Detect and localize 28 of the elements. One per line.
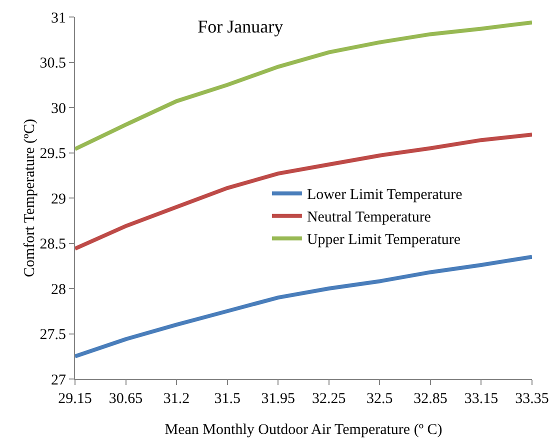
y-tick-label: 27.5 [40, 327, 66, 343]
x-tick-label: 32.85 [414, 391, 448, 407]
y-tick-label: 28 [51, 282, 66, 298]
x-tick-label: 32.5 [366, 391, 393, 407]
x-tick-label: 31.5 [214, 391, 240, 407]
y-tick-label: 30.5 [40, 56, 66, 72]
x-tick-label: 33.15 [464, 391, 498, 407]
line-series [75, 20, 532, 152]
y-tick-label: 28.5 [40, 236, 66, 252]
y-tick-label: 30 [51, 100, 66, 117]
x-tick-label: 32.25 [312, 391, 346, 407]
x-axis-title: Mean Monthly Outdoor Air Temperature (º C) [164, 422, 442, 438]
y-tick-label: 29 [51, 191, 66, 208]
y-axis-title: Comfort Temperature (ºC) [22, 118, 38, 278]
line-series [75, 254, 532, 358]
x-tick-label: 31.2 [163, 391, 190, 407]
x-tick-label: 30.65 [108, 391, 143, 407]
x-tick-label: 29.15 [58, 391, 92, 407]
x-tick-label: 33.35 [515, 391, 549, 407]
x-tick-label: 31.95 [261, 391, 295, 407]
y-tick-label: 31 [51, 10, 66, 26]
chart-title: For January [198, 16, 284, 36]
legend-label: Lower Limit Temperature [306, 187, 463, 204]
line-series [75, 132, 532, 251]
y-tick-label: 29.5 [40, 146, 66, 162]
y-tick-label: 27 [51, 372, 66, 388]
legend-label: Neutral Temperature [306, 210, 432, 226]
legend-label: Upper Limit Temperature [306, 232, 461, 248]
